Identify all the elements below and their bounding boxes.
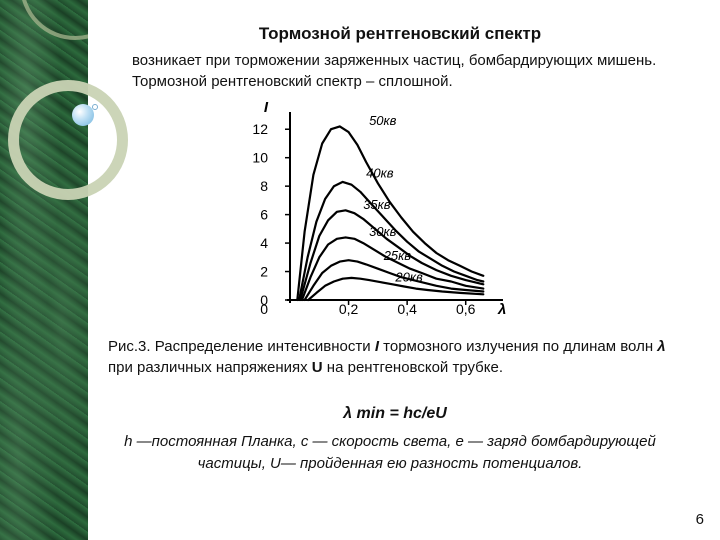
series-label-6: 20кв xyxy=(394,270,423,285)
x-tick-label: 0,2 xyxy=(339,301,359,317)
formula-note: h —постоянная Планка, с — скорость света… xyxy=(124,433,656,472)
x-axis-label: λ xyxy=(497,301,506,318)
spectrum-chart: 0 2 4 6 8 10 12 0 0,2 0,4 0,6 Iλ 50кв 40кв 35кв 30кв 25… xyxy=(252,100,506,318)
series-label-2: 40кв xyxy=(366,166,394,181)
decorative-ring xyxy=(8,80,128,200)
caption-part3: при различных напряжениях xyxy=(108,359,312,376)
series-label-4: 30кв xyxy=(369,224,397,239)
chart-labels-group: 50кв 40кв 35кв 30кв 25кв 20кв xyxy=(363,113,423,285)
y-tick-label: 8 xyxy=(260,178,268,194)
y-tick-label: 2 xyxy=(260,264,268,280)
chart-series-group xyxy=(296,125,485,302)
decorative-bubble xyxy=(72,104,94,126)
series-line-5 xyxy=(303,259,485,302)
y-tick-label: 6 xyxy=(260,207,268,223)
figure-caption: Рис.3. Распределение интенсивности I тор… xyxy=(108,336,668,378)
y-tick-label: 4 xyxy=(260,235,268,251)
caption-I: I xyxy=(374,338,379,355)
series-line-6 xyxy=(307,276,485,302)
series-label-1: 50кв xyxy=(369,113,397,128)
x-tick-label: 0,6 xyxy=(456,301,476,317)
formula: λ min = hc/eU xyxy=(343,405,447,422)
y-tick-label: 0 xyxy=(260,292,268,308)
x-tick-label: 0,4 xyxy=(397,301,417,317)
series-line-4 xyxy=(300,236,485,302)
caption-part2: тормозного излучения по длинам волн xyxy=(378,338,658,355)
decorative-small-bubble xyxy=(92,104,98,110)
series-label-5: 25кв xyxy=(383,248,412,263)
caption-U: U xyxy=(311,359,323,376)
chart-axes: 0 2 4 6 8 10 12 0 0,2 0,4 0,6 Iλ xyxy=(252,100,506,318)
y-tick-label: 10 xyxy=(252,150,268,166)
caption-part1: Рис.3. Распределение интенсивности xyxy=(108,338,375,355)
page-number: 6 xyxy=(695,511,704,528)
x-tick-label: 0 xyxy=(260,301,268,317)
series-line-1 xyxy=(296,125,485,302)
series-line-3 xyxy=(299,209,485,302)
series-line-2 xyxy=(297,180,485,302)
caption-part4: на рентгеновской трубке. xyxy=(322,359,504,376)
caption-lambda: λ xyxy=(657,338,666,355)
y-axis-label: I xyxy=(264,100,269,116)
series-label-3: 35кв xyxy=(363,197,391,212)
intro-text: возникает при торможении заряженных част… xyxy=(132,52,657,90)
y-tick-label: 12 xyxy=(252,121,268,137)
slide-title: Тормозной рентгеновский спектр xyxy=(258,24,542,43)
decorative-ring-top xyxy=(20,0,88,40)
